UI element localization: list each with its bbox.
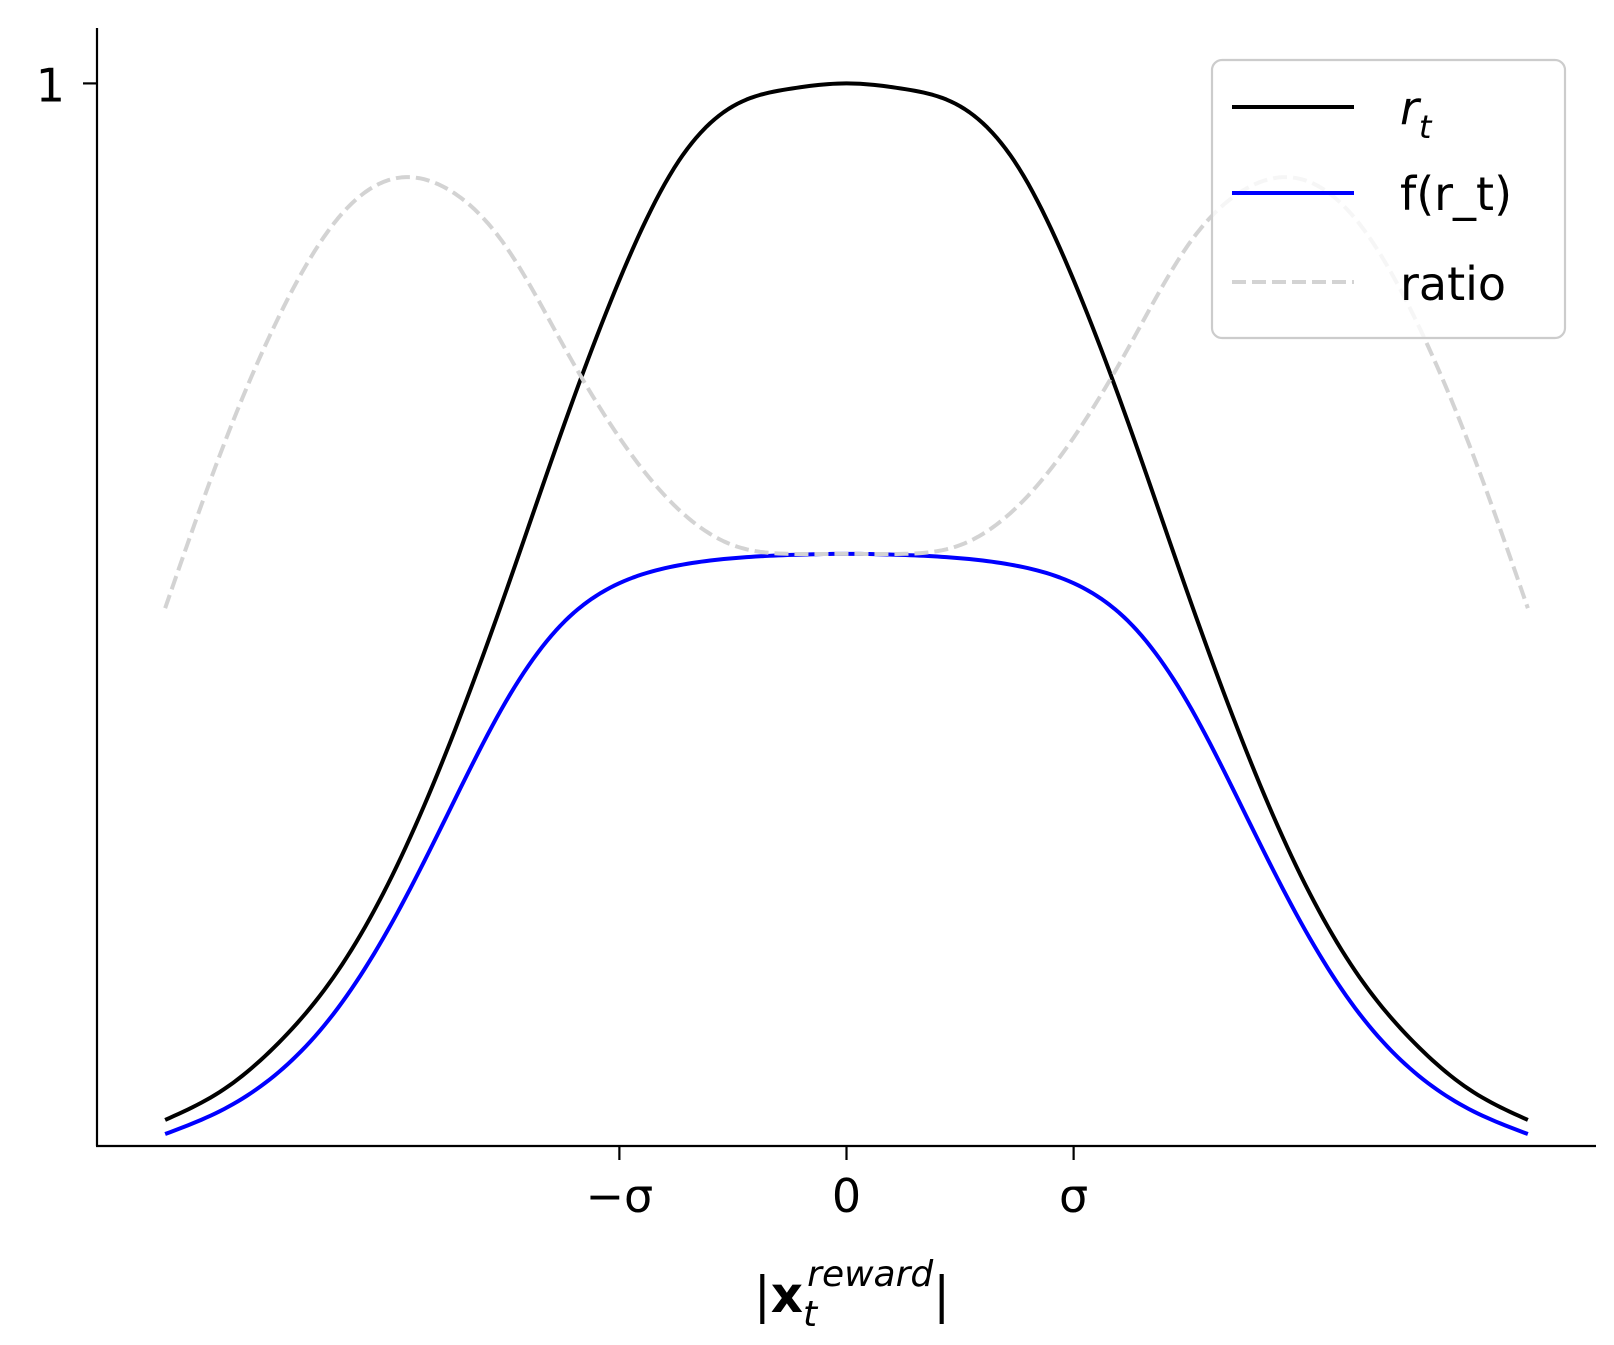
x-axis-label: |xtreward|: [754, 1254, 950, 1335]
x-axis-label-superscript: reward: [807, 1254, 934, 1295]
legend-label-f: f(r_t): [1400, 167, 1512, 221]
x-axis-label-subscript: t: [803, 1294, 819, 1335]
legend-label-r-main: r: [1400, 81, 1422, 135]
ticks-layer: −σ 0 σ 1: [36, 58, 1088, 1223]
x-axis-label-prefix: |: [754, 1266, 771, 1324]
legend-label-r: rt: [1400, 81, 1433, 146]
legend-label-r-subscript: t: [1419, 108, 1433, 146]
series-line-1: [164, 551, 1529, 1136]
legend-label-ratio: ratio: [1400, 257, 1506, 311]
x-axis-label-suffix: |: [933, 1266, 950, 1324]
series-line-0: [164, 81, 1529, 1122]
x-tick-label-0: −σ: [586, 1169, 654, 1223]
x-axis-label-bold: x: [771, 1266, 803, 1324]
x-tick-label-1: 0: [832, 1169, 861, 1223]
legend: rt f(r_t) ratio: [1210, 58, 1567, 340]
y-tick-label-0: 1: [36, 58, 65, 112]
legend-frame: [1210, 58, 1567, 340]
x-tick-label-2: σ: [1059, 1169, 1088, 1223]
